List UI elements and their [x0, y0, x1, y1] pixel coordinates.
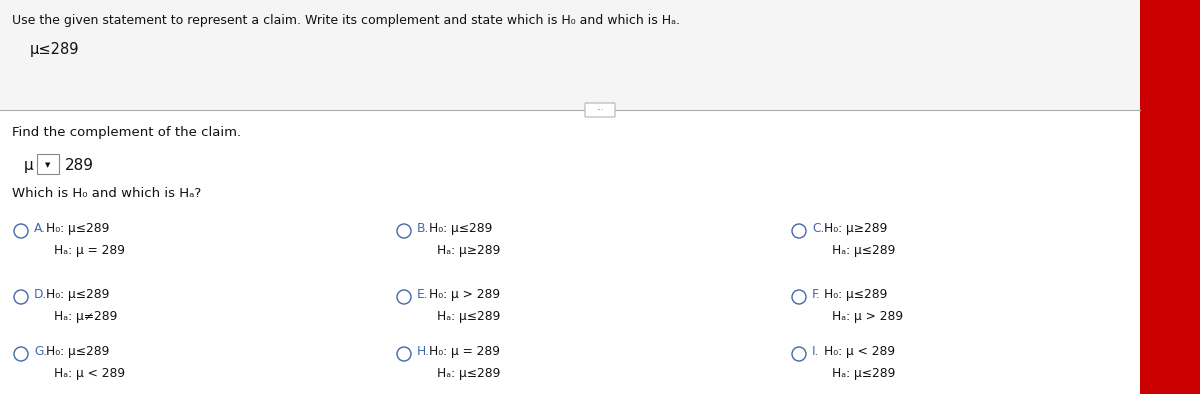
Text: D.: D.	[34, 288, 47, 301]
Text: Hₐ: μ > 289: Hₐ: μ > 289	[832, 310, 904, 323]
Text: H₀: μ≤289: H₀: μ≤289	[430, 222, 492, 235]
Text: H.: H.	[418, 345, 430, 358]
Text: Hₐ: μ < 289: Hₐ: μ < 289	[54, 367, 125, 380]
Circle shape	[14, 224, 28, 238]
Text: μ: μ	[24, 158, 34, 173]
Text: Hₐ: μ≤289: Hₐ: μ≤289	[832, 367, 895, 380]
Bar	[0, 0, 1140, 110]
Text: 289: 289	[65, 158, 94, 173]
Text: Hₐ: μ≤289: Hₐ: μ≤289	[832, 244, 895, 257]
Text: F.: F.	[812, 288, 821, 301]
Text: B.: B.	[418, 222, 430, 235]
Text: H₀: μ≥289: H₀: μ≥289	[824, 222, 887, 235]
Text: ···: ···	[596, 106, 604, 115]
Text: H₀: μ≤289: H₀: μ≤289	[46, 288, 109, 301]
Text: H₀: μ = 289: H₀: μ = 289	[430, 345, 500, 358]
Circle shape	[397, 290, 410, 304]
Text: ▼: ▼	[46, 162, 50, 168]
Text: E.: E.	[418, 288, 428, 301]
Text: C.: C.	[812, 222, 824, 235]
Bar	[1140, 0, 1200, 394]
Circle shape	[14, 290, 28, 304]
Text: μ≤289: μ≤289	[30, 42, 79, 57]
Text: H₀: μ > 289: H₀: μ > 289	[430, 288, 500, 301]
Text: I.: I.	[812, 345, 820, 358]
Circle shape	[397, 347, 410, 361]
Circle shape	[14, 347, 28, 361]
Circle shape	[397, 224, 410, 238]
Circle shape	[792, 290, 806, 304]
Circle shape	[792, 347, 806, 361]
Text: Use the given statement to represent a claim. Write its complement and state whi: Use the given statement to represent a c…	[12, 14, 680, 27]
Text: Which is H₀ and which is Hₐ?: Which is H₀ and which is Hₐ?	[12, 187, 202, 200]
Text: G.: G.	[34, 345, 47, 358]
Text: Find the complement of the claim.: Find the complement of the claim.	[12, 126, 241, 139]
Text: Hₐ: μ≥289: Hₐ: μ≥289	[437, 244, 500, 257]
Text: Hₐ: μ≤289: Hₐ: μ≤289	[437, 367, 500, 380]
Text: H₀: μ≤289: H₀: μ≤289	[824, 288, 887, 301]
Text: Hₐ: μ≤289: Hₐ: μ≤289	[437, 310, 500, 323]
Text: Hₐ: μ≠289: Hₐ: μ≠289	[54, 310, 118, 323]
Text: Hₐ: μ = 289: Hₐ: μ = 289	[54, 244, 125, 257]
Text: H₀: μ≤289: H₀: μ≤289	[46, 222, 109, 235]
Text: A.: A.	[34, 222, 46, 235]
FancyBboxPatch shape	[586, 103, 616, 117]
FancyBboxPatch shape	[37, 154, 59, 174]
Text: H₀: μ < 289: H₀: μ < 289	[824, 345, 895, 358]
Circle shape	[792, 224, 806, 238]
Text: H₀: μ≤289: H₀: μ≤289	[46, 345, 109, 358]
